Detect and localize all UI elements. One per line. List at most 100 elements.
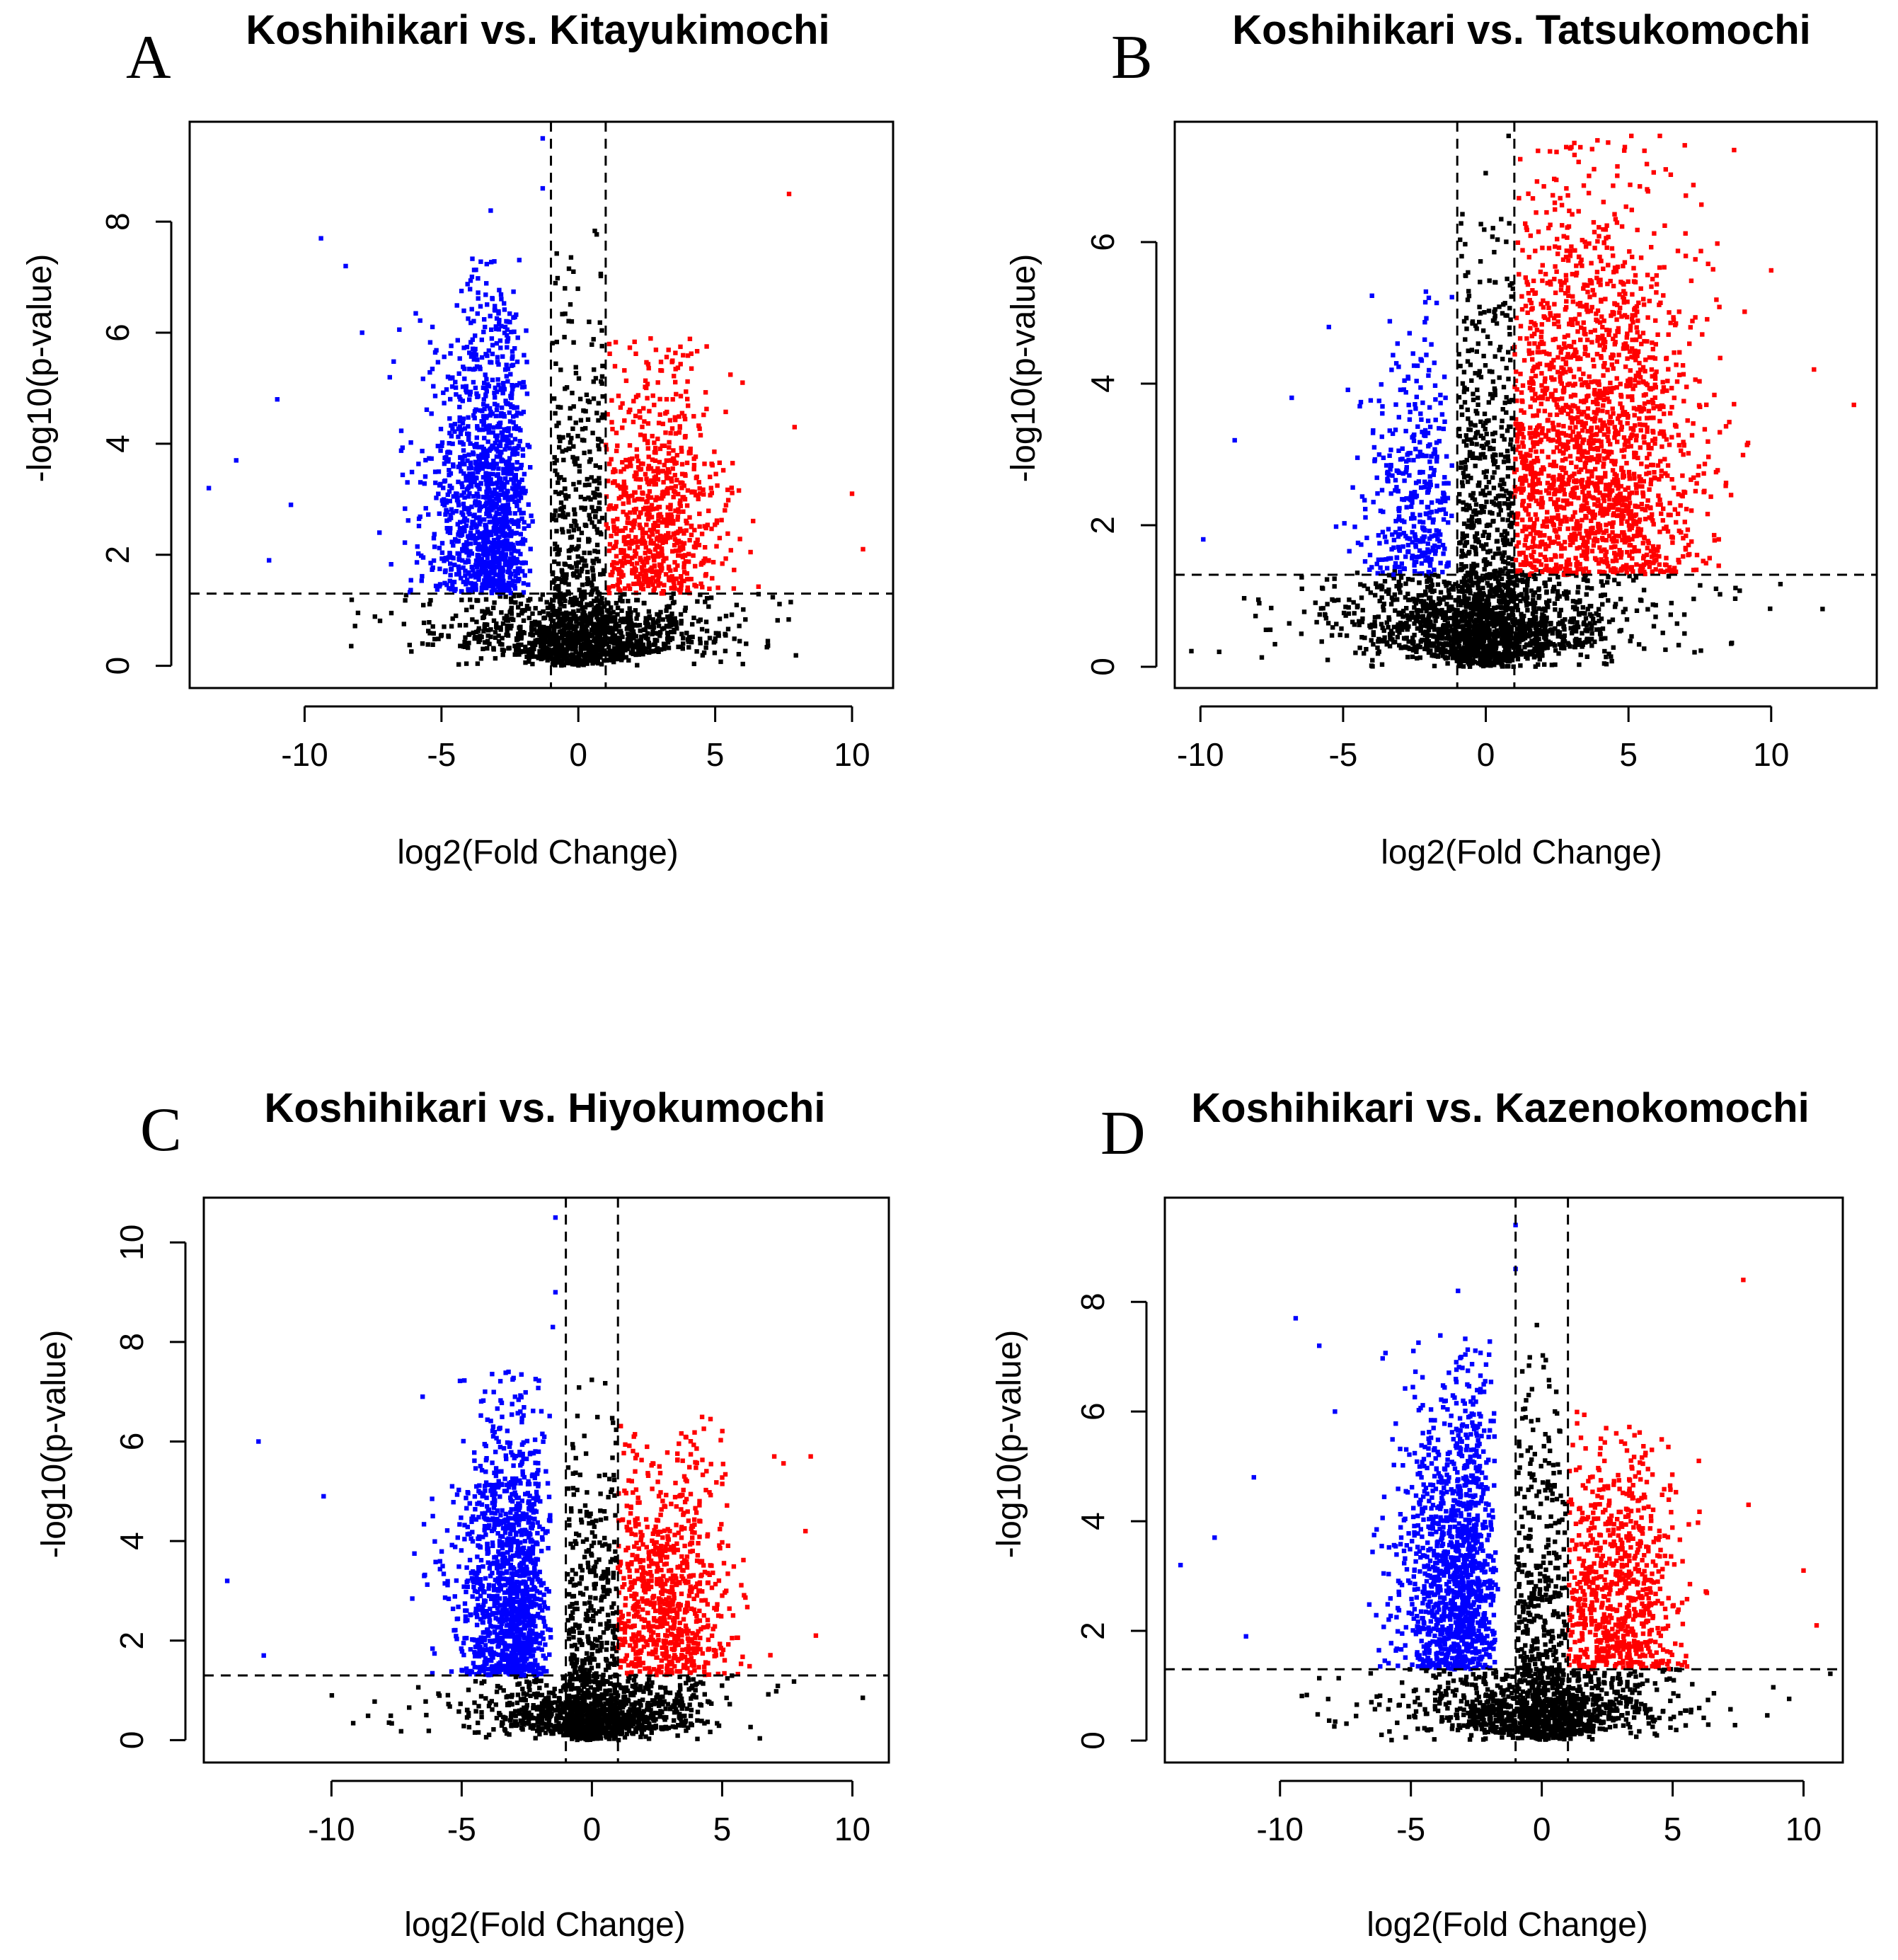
data-point-down	[461, 442, 466, 447]
data-point-down	[510, 583, 514, 588]
data-point-ns	[572, 507, 577, 512]
data-point-ns	[577, 464, 582, 469]
data-point-ns	[596, 418, 601, 423]
data-point-down	[466, 558, 471, 563]
data-point-ns	[634, 651, 640, 656]
data-point-up	[655, 529, 660, 534]
data-point-up	[632, 339, 637, 345]
data-point-down	[467, 367, 472, 372]
data-point-up	[633, 506, 638, 512]
data-point-ns	[407, 643, 412, 648]
data-point-up	[679, 586, 684, 591]
data-point-down	[497, 528, 502, 533]
data-point-down	[512, 579, 518, 584]
data-point-ns	[631, 636, 636, 641]
data-point-down	[505, 333, 510, 338]
data-point-up	[651, 523, 656, 528]
data-point-ns	[718, 659, 723, 665]
data-point-down	[483, 585, 488, 590]
data-point-up	[663, 539, 668, 544]
data-point-up	[694, 349, 700, 354]
data-point-ns	[594, 635, 599, 640]
data-point-up	[633, 470, 638, 475]
data-point-down	[447, 468, 452, 473]
data-point-down	[416, 462, 421, 466]
data-point-down	[492, 401, 497, 406]
data-point-ns	[570, 544, 575, 550]
data-point-down	[514, 405, 519, 410]
data-point-up	[656, 518, 661, 523]
data-point-ns	[580, 623, 585, 629]
data-point-ns	[597, 500, 602, 505]
data-point-down	[500, 509, 505, 515]
data-point-up	[642, 419, 647, 424]
data-point-up	[689, 532, 694, 537]
data-point-ns	[1604, 654, 1609, 660]
data-point-up	[665, 486, 670, 491]
data-point-up	[655, 466, 660, 471]
data-point-down	[505, 519, 510, 525]
data-point-ns	[1485, 600, 1490, 604]
data-point-ns	[717, 617, 723, 621]
data-point-ns	[556, 583, 561, 589]
data-point-ns	[577, 637, 582, 642]
data-point-up	[645, 446, 650, 451]
data-point-down	[501, 381, 506, 386]
data-point-ns	[494, 621, 499, 626]
data-point-down	[442, 558, 447, 563]
data-point-down	[463, 560, 468, 565]
data-point-down	[506, 426, 511, 431]
data-point-ns	[563, 610, 569, 615]
data-point-ns	[788, 600, 793, 604]
data-point-down	[509, 494, 514, 500]
data-point-ns	[564, 572, 569, 577]
data-point-up	[648, 538, 654, 544]
data-point-ns	[1458, 237, 1463, 242]
data-point-ns	[1463, 337, 1468, 342]
data-point-down	[400, 472, 406, 478]
data-point-up	[654, 495, 660, 500]
data-point-down	[465, 458, 470, 463]
data-point-ns	[1405, 655, 1410, 660]
data-point-ns	[478, 656, 484, 661]
data-point-down	[490, 462, 496, 466]
data-point-down	[518, 465, 524, 471]
data-point-down	[490, 377, 495, 382]
data-point-up	[693, 563, 698, 569]
data-point-down	[512, 583, 517, 589]
data-point-ns	[505, 626, 510, 631]
data-point-down	[452, 580, 457, 585]
data-point-ns	[1674, 621, 1679, 626]
data-point-ns	[573, 462, 578, 466]
data-point-ns	[594, 615, 599, 620]
data-point-ns	[695, 599, 700, 604]
data-point-ns	[1360, 616, 1365, 621]
data-point-ns	[1427, 643, 1432, 648]
data-point-down	[510, 559, 515, 564]
data-point-up	[654, 523, 659, 528]
data-point-ns	[464, 661, 469, 666]
data-point-ns	[1395, 634, 1401, 640]
data-point-ns	[625, 619, 630, 624]
data-point-ns	[1434, 614, 1439, 619]
data-point-up	[672, 415, 677, 420]
data-point-up	[611, 566, 616, 571]
data-point-up	[642, 437, 648, 442]
data-point-ns	[699, 626, 705, 632]
data-point-ns	[568, 416, 573, 420]
data-point-ns	[1483, 558, 1488, 563]
data-point-ns	[1476, 660, 1480, 665]
panel-letter: A	[126, 23, 171, 92]
data-point-ns	[1653, 614, 1658, 619]
data-point-down	[436, 491, 441, 496]
data-point-ns	[668, 614, 673, 619]
data-point-ns	[666, 617, 671, 622]
data-point-ns	[786, 617, 791, 622]
data-point-up	[665, 491, 670, 496]
data-point-ns	[1405, 591, 1410, 597]
data-point-up	[622, 561, 627, 566]
data-point-down	[461, 512, 466, 517]
data-point-ns	[1398, 583, 1403, 588]
data-point-up	[654, 554, 659, 559]
panel-letter: B	[1111, 23, 1153, 92]
